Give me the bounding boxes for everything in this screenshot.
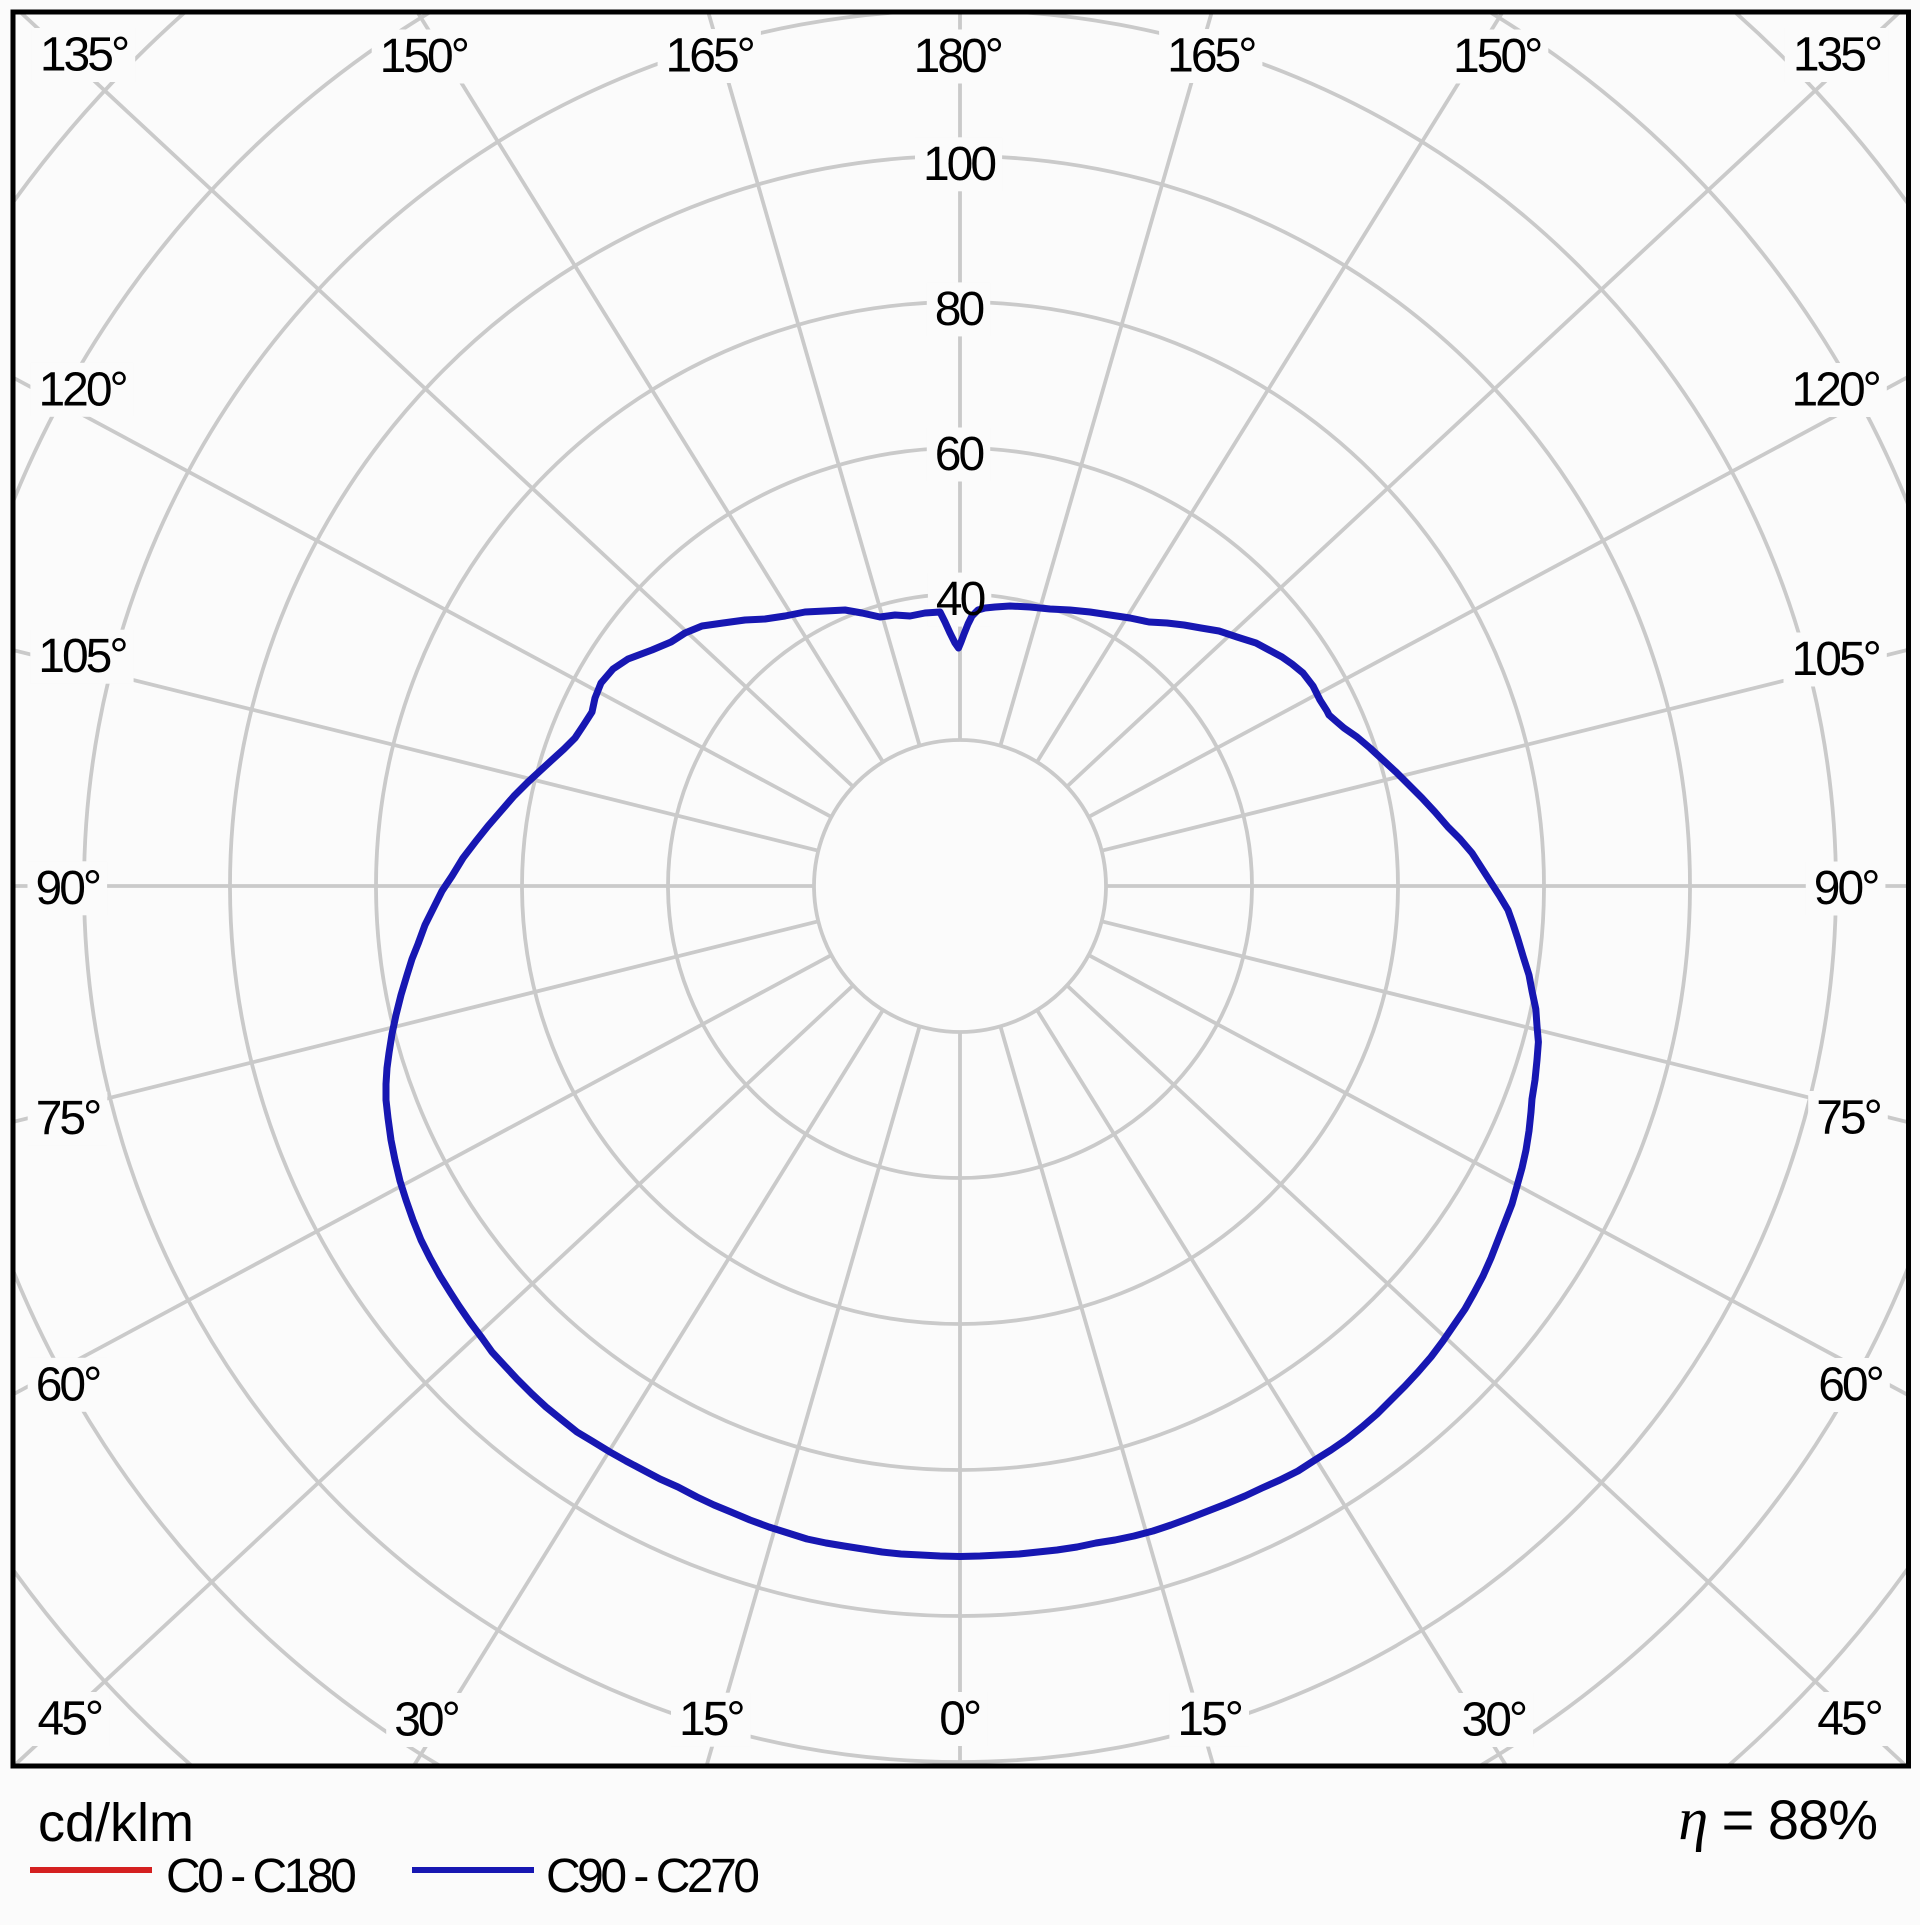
svg-text:75°: 75° <box>1816 1092 1880 1145</box>
svg-text:75°: 75° <box>36 1092 100 1145</box>
svg-text:C0 - C180: C0 - C180 <box>166 1850 355 1903</box>
svg-text:120°: 120° <box>1792 364 1880 417</box>
svg-text:40: 40 <box>936 573 985 626</box>
svg-text:135°: 135° <box>40 29 128 82</box>
svg-text:105°: 105° <box>1792 633 1880 686</box>
svg-text:30°: 30° <box>1462 1694 1526 1747</box>
svg-text:100: 100 <box>923 138 995 191</box>
svg-text:cd/klm: cd/klm <box>38 1793 194 1853</box>
svg-text:180°: 180° <box>914 30 1002 83</box>
svg-text:150°: 150° <box>380 30 468 83</box>
svg-text:15°: 15° <box>679 1693 743 1746</box>
svg-text:45°: 45° <box>1817 1693 1881 1746</box>
svg-text:η = 88%: η = 88% <box>1678 1786 1877 1852</box>
svg-text:165°: 165° <box>1167 30 1255 83</box>
svg-text:C90 - C270: C90 - C270 <box>546 1850 758 1903</box>
svg-text:15°: 15° <box>1177 1693 1241 1746</box>
svg-text:80: 80 <box>935 283 984 336</box>
svg-text:45°: 45° <box>38 1693 102 1746</box>
svg-text:60°: 60° <box>36 1358 100 1411</box>
svg-text:90°: 90° <box>36 862 100 915</box>
svg-text:150°: 150° <box>1453 30 1541 83</box>
svg-text:30°: 30° <box>394 1694 458 1747</box>
svg-text:120°: 120° <box>38 363 126 416</box>
svg-text:60°: 60° <box>1818 1359 1882 1412</box>
svg-text:105°: 105° <box>38 630 126 683</box>
svg-text:0°: 0° <box>939 1693 980 1746</box>
svg-text:60: 60 <box>935 428 984 481</box>
svg-text:90°: 90° <box>1814 862 1878 915</box>
svg-text:135°: 135° <box>1793 29 1881 82</box>
svg-text:165°: 165° <box>666 30 754 83</box>
